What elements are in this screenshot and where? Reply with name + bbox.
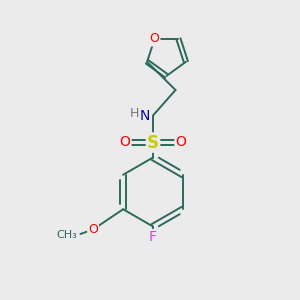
Text: O: O — [150, 32, 159, 46]
Text: S: S — [147, 134, 159, 152]
Text: O: O — [88, 223, 98, 236]
Text: N: N — [140, 109, 150, 122]
Text: H: H — [130, 106, 139, 120]
Text: F: F — [149, 230, 157, 244]
Text: O: O — [120, 136, 130, 149]
Text: CH₃: CH₃ — [57, 230, 77, 240]
Text: O: O — [176, 136, 186, 149]
